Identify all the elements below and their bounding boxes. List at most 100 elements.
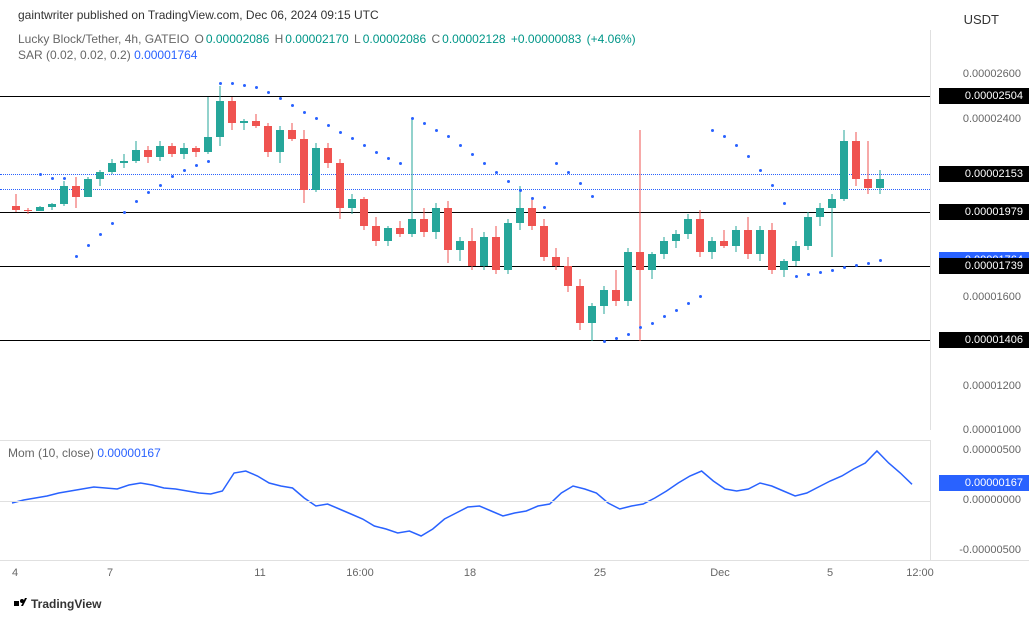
sar-dot — [603, 340, 606, 343]
sar-dot — [663, 315, 666, 318]
sar-dot — [231, 82, 234, 85]
sar-dot — [651, 322, 654, 325]
sar-dot — [99, 233, 102, 236]
sar-dot — [159, 184, 162, 187]
price-chart[interactable] — [0, 30, 930, 430]
horizontal-line — [0, 212, 930, 213]
sar-dot — [111, 222, 114, 225]
sar-dot — [711, 129, 714, 132]
price-tag: 0.00001406 — [939, 332, 1029, 348]
sar-dot — [843, 266, 846, 269]
mom-label: Mom (10, close) — [8, 446, 94, 460]
price-tick: 0.00002600 — [963, 68, 1021, 80]
sar-dot — [759, 169, 762, 172]
tv-logo-icon — [14, 597, 28, 607]
horizontal-line — [0, 174, 930, 175]
sar-dot — [267, 91, 270, 94]
sar-dot — [555, 162, 558, 165]
mom-value: 0.00000167 — [97, 446, 160, 460]
momentum-panel[interactable]: Mom (10, close) 0.00000167 — [0, 440, 930, 560]
sar-dot — [435, 129, 438, 132]
time-tick: 18 — [464, 567, 476, 579]
sar-dot — [639, 326, 642, 329]
sar-dot — [255, 86, 258, 89]
price-tick: 0.00002400 — [963, 113, 1021, 125]
time-tick: 4 — [12, 567, 18, 579]
sar-dot — [495, 171, 498, 174]
sar-dot — [543, 206, 546, 209]
tradingview-logo: TradingView — [14, 597, 101, 611]
sar-dot — [471, 153, 474, 156]
sar-dot — [219, 82, 222, 85]
sar-dot — [75, 255, 78, 258]
sar-dot — [507, 180, 510, 183]
sar-dot — [63, 177, 66, 180]
price-tick: 0.00001200 — [963, 380, 1021, 392]
sar-dot — [783, 202, 786, 205]
time-tick: 16:00 — [346, 567, 374, 579]
sar-dot — [771, 184, 774, 187]
sar-dot — [303, 111, 306, 114]
mom-tick: 0.00000500 — [963, 444, 1021, 456]
sar-dot — [243, 84, 246, 87]
publish-header: gaintwriter published on TradingView.com… — [18, 8, 379, 22]
time-tick: 7 — [107, 567, 113, 579]
price-axis[interactable]: 0.00002600 0.00002400 0.00001600 0.00001200… — [930, 30, 1029, 430]
sar-dot — [819, 271, 822, 274]
time-tick: 5 — [827, 567, 833, 579]
mom-tick: -0.00000500 — [959, 544, 1021, 556]
sar-dot — [363, 144, 366, 147]
time-axis[interactable]: 4 7 11 16:00 18 25 Dec 5 12:00 — [0, 560, 1029, 590]
price-tick: 0.00001600 — [963, 291, 1021, 303]
price-tag: 0.00002153 — [939, 166, 1029, 182]
time-tick: 25 — [594, 567, 606, 579]
sar-dot — [459, 144, 462, 147]
sar-dot — [387, 157, 390, 160]
axis-currency: USDT — [964, 12, 999, 27]
price-tag: 0.00002504 — [939, 88, 1029, 104]
sar-dot — [579, 182, 582, 185]
sar-dot — [327, 124, 330, 127]
momentum-axis[interactable]: 0.00000500 0.00000000 -0.00000500 0.0000016… — [930, 440, 1029, 560]
sar-dot — [447, 135, 450, 138]
sar-dot — [147, 191, 150, 194]
sar-dot — [171, 175, 174, 178]
sar-dot — [135, 200, 138, 203]
horizontal-line — [0, 266, 930, 267]
time-tick: 12:00 — [906, 567, 934, 579]
sar-dot — [123, 211, 126, 214]
sar-dot — [351, 137, 354, 140]
sar-dot — [519, 189, 522, 192]
time-tick: 11 — [254, 567, 265, 579]
price-tick: 0.00001000 — [963, 424, 1021, 436]
sar-dot — [699, 295, 702, 298]
sar-dot — [591, 195, 594, 198]
sar-dot — [687, 302, 690, 305]
sar-dot — [195, 164, 198, 167]
horizontal-line — [0, 340, 930, 341]
horizontal-line — [0, 189, 930, 190]
sar-dot — [39, 173, 42, 176]
sar-dot — [399, 162, 402, 165]
sar-dot — [735, 144, 738, 147]
sar-dot — [795, 275, 798, 278]
mom-tag: 0.00000167 — [939, 475, 1029, 491]
horizontal-line — [0, 96, 930, 97]
sar-dot — [723, 135, 726, 138]
sar-dot — [375, 151, 378, 154]
sar-dot — [567, 171, 570, 174]
sar-dot — [315, 117, 318, 120]
mom-tick: 0.00000000 — [963, 494, 1021, 506]
sar-dot — [291, 104, 294, 107]
sar-dot — [807, 273, 810, 276]
sar-dot — [87, 244, 90, 247]
sar-dot — [423, 122, 426, 125]
sar-dot — [879, 259, 882, 262]
sar-dot — [747, 155, 750, 158]
time-tick: Dec — [710, 567, 730, 579]
sar-dot — [279, 97, 282, 100]
sar-dot — [483, 162, 486, 165]
sar-dot — [855, 264, 858, 267]
price-tag: 0.00001979 — [939, 204, 1029, 220]
sar-dot — [867, 262, 870, 265]
